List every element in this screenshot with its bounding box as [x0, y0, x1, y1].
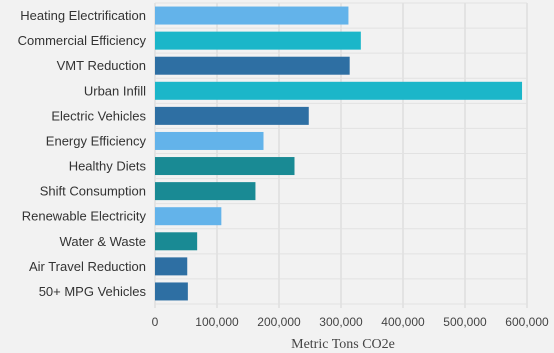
bar[interactable]: [155, 81, 523, 100]
bar[interactable]: [155, 282, 188, 301]
x-tick-label: 600,000: [505, 315, 549, 329]
bar[interactable]: [155, 56, 350, 75]
bar[interactable]: [155, 207, 222, 226]
x-axis-title: Metric Tons CO2e: [291, 337, 395, 352]
category-label: VMT Reduction: [57, 58, 146, 73]
category-label: Electric Vehicles: [51, 108, 146, 123]
bars: [155, 6, 523, 301]
x-tick-label: 100,000: [195, 315, 239, 329]
category-label: Heating Electrification: [20, 8, 146, 23]
category-label: Energy Efficiency: [46, 133, 147, 148]
x-tick-label: 300,000: [319, 315, 363, 329]
bar[interactable]: [155, 157, 295, 176]
bar[interactable]: [155, 232, 198, 251]
bar[interactable]: [155, 131, 264, 150]
category-label: Water & Waste: [60, 234, 146, 249]
x-tick-label: 400,000: [381, 315, 425, 329]
category-label: Urban Infill: [84, 83, 146, 98]
x-tick-label: 200,000: [257, 315, 301, 329]
grid: [154, 2, 528, 308]
x-tick-labels: 0 100,000 200,000 300,000 400,000 500,000 600,…: [152, 315, 549, 329]
x-tick-label: 0: [152, 315, 159, 329]
bar[interactable]: [155, 6, 349, 25]
bar[interactable]: [155, 31, 361, 50]
category-label: Commercial Efficiency: [18, 33, 147, 48]
category-label: Shift Consumption: [40, 184, 146, 199]
bar[interactable]: [155, 106, 309, 125]
category-label: Renewable Electricity: [22, 209, 147, 224]
bar[interactable]: [155, 257, 188, 276]
bar[interactable]: [155, 182, 256, 201]
category-label: Healthy Diets: [69, 159, 147, 174]
category-label: Air Travel Reduction: [29, 259, 146, 274]
category-labels: Heating Electrification Commercial Effici…: [18, 8, 147, 299]
category-label: 50+ MPG Vehicles: [39, 284, 147, 299]
x-tick-label: 500,000: [443, 315, 487, 329]
